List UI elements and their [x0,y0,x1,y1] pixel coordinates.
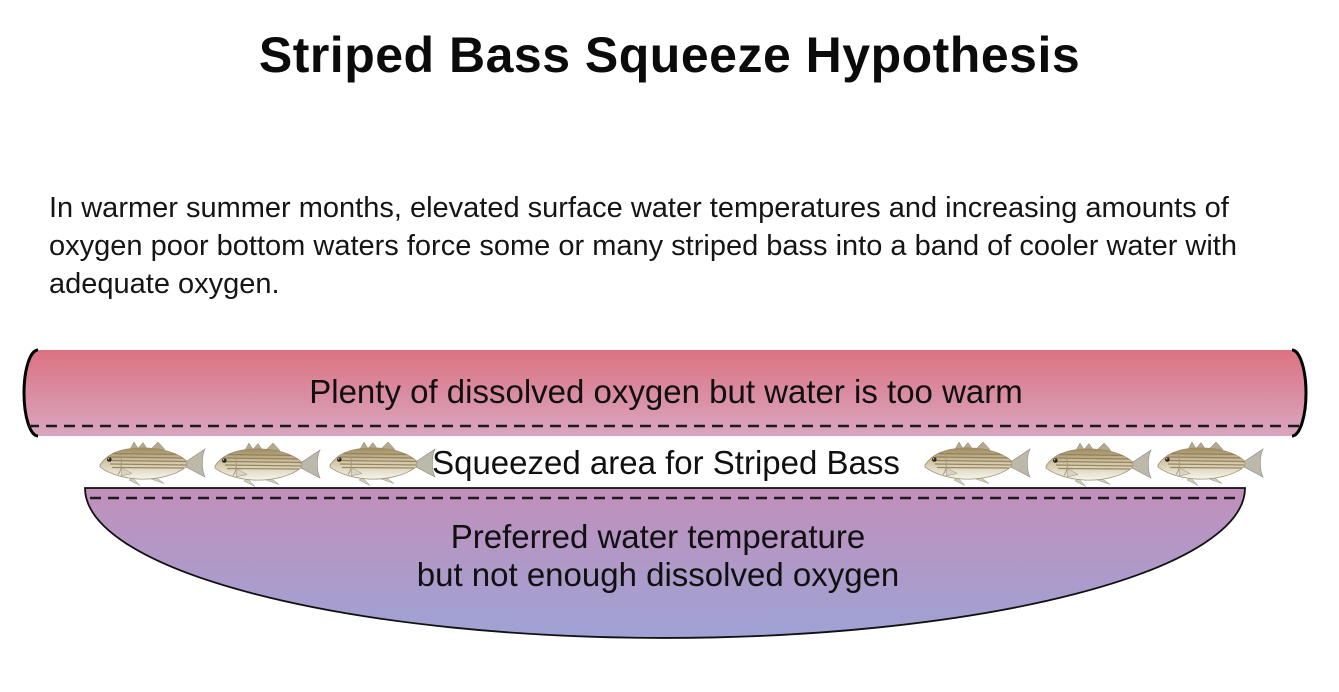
surface-layer-left-edge-stroke [22,348,39,438]
surface-layer-right-edge-stroke [1291,348,1308,438]
striped-bass-icon [215,443,320,487]
squeeze-layer-label: Squeezed area for Striped Bass [432,444,900,481]
striped-bass-icon [100,442,205,486]
intro-paragraph: In warmer summer months, elevated surfac… [49,192,1237,300]
warm-surface-layer [24,350,1306,436]
striped-bass-icon [925,442,1030,486]
page-title: Striped Bass Squeeze Hypothesis [258,27,1081,83]
striped-bass-icon [1046,443,1151,487]
squeeze-diagram: Plenty of dissolved oxygen but water is … [22,348,1308,639]
cool-bottom-layer [84,487,1246,639]
surface-layer-label: Plenty of dissolved oxygen but water is … [309,373,1023,410]
bottom-layer-label-line1: Preferred water temperature [451,518,866,555]
bottom-layer-label-line2: but not enough dissolved oxygen [417,556,900,593]
striped-bass-icon [330,442,435,486]
striped-bass-icon [1158,442,1263,486]
